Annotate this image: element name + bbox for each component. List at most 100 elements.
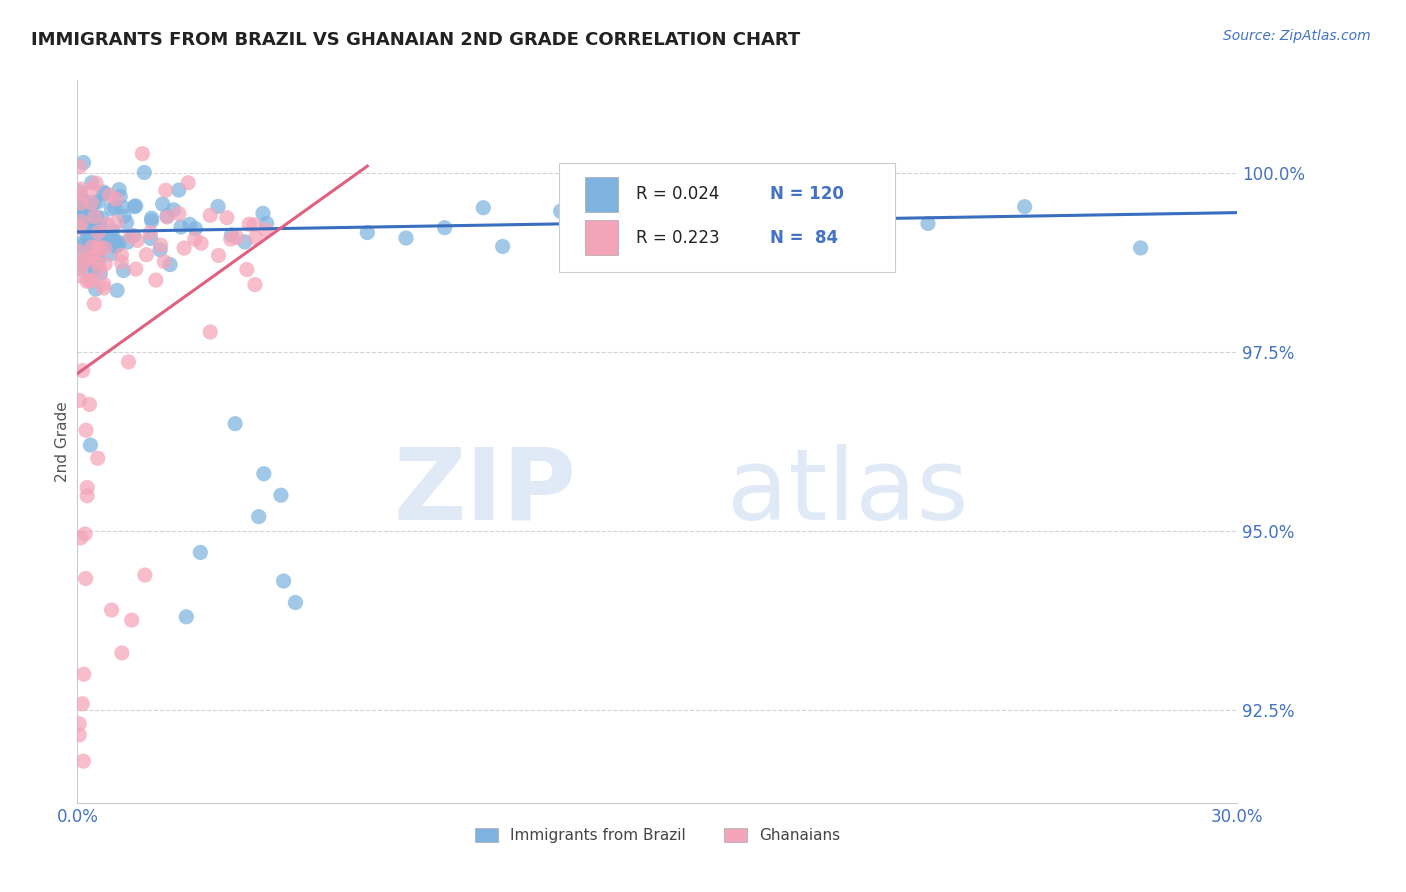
Point [221, 227, 243, 242]
Point [215, 211, 238, 225]
Point [184, 232, 207, 246]
Point [224, 417, 246, 431]
Point [207, 199, 229, 213]
Point [252, 206, 274, 220]
Point [84, 216, 107, 230]
Point [1014, 200, 1036, 214]
Point [207, 248, 229, 262]
Text: ZIP: ZIP [394, 443, 576, 541]
Point [76, 481, 98, 495]
Point [70, 248, 93, 262]
Point [149, 243, 172, 257]
Point [198, 208, 221, 222]
Point [98, 188, 121, 202]
Point [76, 211, 98, 226]
Point [243, 277, 266, 292]
Point [84, 282, 107, 296]
Point [588, 227, 610, 241]
Point [86, 253, 108, 268]
Point [174, 609, 197, 624]
Point [607, 187, 630, 202]
Point [141, 211, 163, 226]
Point [69, 160, 91, 174]
Point [145, 273, 167, 287]
Point [87, 226, 110, 240]
Point [87, 243, 110, 257]
Point [200, 325, 222, 339]
Point [73, 237, 96, 252]
Point [73, 254, 96, 268]
Point [125, 199, 148, 213]
Point [79, 238, 101, 252]
Point [86, 256, 108, 270]
Point [131, 146, 153, 161]
Point [86, 210, 108, 224]
Point [100, 603, 122, 617]
Point [284, 595, 307, 609]
Point [89, 267, 111, 281]
Text: IMMIGRANTS FROM BRAZIL VS GHANAIAN 2ND GRADE CORRELATION CHART: IMMIGRANTS FROM BRAZIL VS GHANAIAN 2ND G… [31, 31, 800, 49]
Point [395, 231, 418, 245]
Point [219, 232, 242, 246]
Point [70, 215, 93, 229]
Point [550, 204, 572, 219]
Point [83, 260, 105, 274]
Point [105, 215, 128, 229]
Point [90, 240, 112, 254]
Point [111, 646, 134, 660]
Point [72, 754, 94, 768]
Point [135, 248, 157, 262]
Point [89, 235, 111, 249]
Point [77, 253, 100, 268]
Point [149, 238, 172, 252]
Point [67, 393, 90, 408]
Point [103, 233, 125, 247]
Point [110, 248, 132, 262]
Point [79, 397, 101, 411]
Point [67, 716, 90, 731]
Point [105, 284, 128, 298]
Point [75, 210, 97, 224]
Point [83, 255, 105, 269]
Point [75, 527, 97, 541]
Point [155, 183, 177, 197]
Point [80, 240, 103, 254]
Text: R = 0.223: R = 0.223 [637, 228, 720, 247]
FancyBboxPatch shape [585, 178, 617, 211]
Point [69, 217, 91, 231]
Point [247, 509, 270, 524]
Point [75, 204, 97, 219]
Point [115, 216, 138, 230]
Point [184, 221, 207, 235]
Point [190, 545, 212, 559]
Point [89, 263, 111, 277]
Point [820, 183, 842, 197]
Text: atlas: atlas [727, 443, 969, 541]
Point [80, 176, 103, 190]
Point [120, 229, 142, 244]
Text: N =  84: N = 84 [770, 228, 838, 247]
Point [80, 195, 103, 210]
Point [90, 211, 112, 226]
Point [83, 297, 105, 311]
Point [69, 531, 91, 545]
Point [69, 214, 91, 228]
Point [273, 574, 295, 588]
Point [67, 236, 90, 251]
Point [101, 232, 124, 246]
Point [170, 219, 193, 234]
Point [72, 210, 94, 224]
Text: R = 0.024: R = 0.024 [637, 186, 720, 203]
Point [110, 189, 132, 203]
Point [87, 451, 110, 466]
Point [82, 254, 104, 268]
Point [80, 199, 103, 213]
Point [141, 214, 163, 228]
Point [79, 251, 101, 265]
Legend: Immigrants from Brazil, Ghanaians: Immigrants from Brazil, Ghanaians [468, 822, 846, 849]
Point [80, 250, 103, 264]
Point [89, 218, 111, 232]
Point [917, 217, 939, 231]
Point [75, 423, 97, 437]
Point [101, 223, 124, 237]
